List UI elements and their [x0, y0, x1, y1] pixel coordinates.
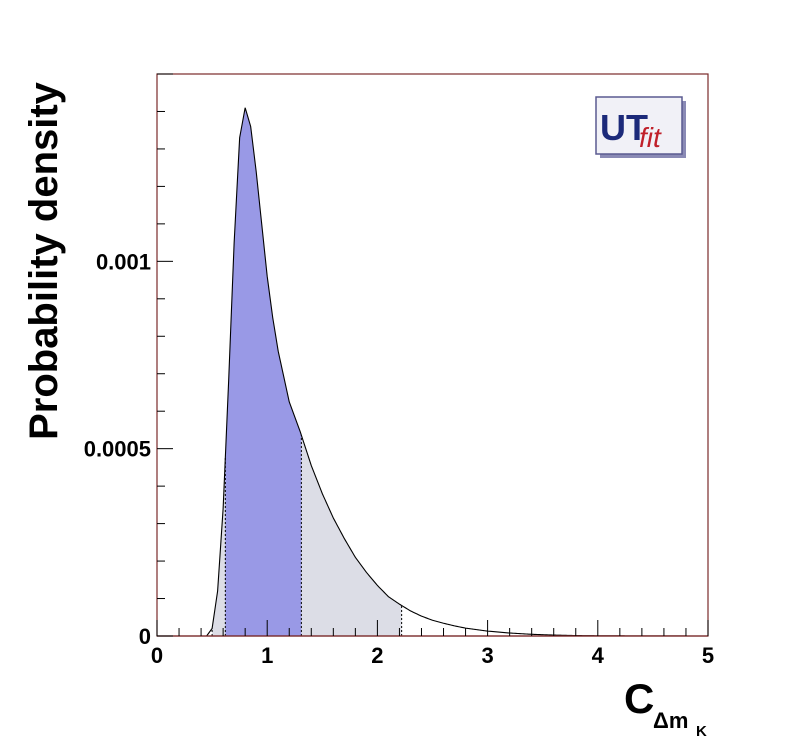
x-tick-label: 0	[151, 643, 163, 668]
x-axis-label-sub: Δm	[653, 708, 688, 733]
logo-text-ut: UT	[600, 107, 648, 148]
utfit-logo: UT fit	[595, 96, 686, 158]
axis-ticks	[156, 73, 709, 637]
x-tick-label: 1	[261, 643, 273, 668]
logo-text-fit: fit	[639, 122, 662, 153]
y-tick-label: 0.001	[96, 249, 151, 274]
y-tick-label: 0	[139, 624, 151, 649]
x-axis-label-subsub: K	[696, 723, 707, 740]
y-axis-title: Probability density	[22, 81, 66, 440]
band-68pct	[225, 108, 302, 636]
x-tick-label: 2	[371, 643, 383, 668]
x-tick-label: 3	[481, 643, 493, 668]
plot-frame	[156, 73, 709, 637]
x-tick-label: 4	[592, 643, 605, 668]
x-tick-label: 5	[702, 643, 714, 668]
x-axis-label-main: C	[624, 675, 654, 722]
x-axis-title: C Δm K	[624, 675, 707, 740]
y-tick-label: 0.0005	[84, 437, 151, 462]
y-axis-label: Probability density	[22, 81, 66, 440]
logo-box	[595, 96, 683, 155]
confidence-bands	[211, 108, 403, 637]
tick-labels: 0 1 2 3 4 5 0 0.0005 0.001	[84, 249, 714, 668]
